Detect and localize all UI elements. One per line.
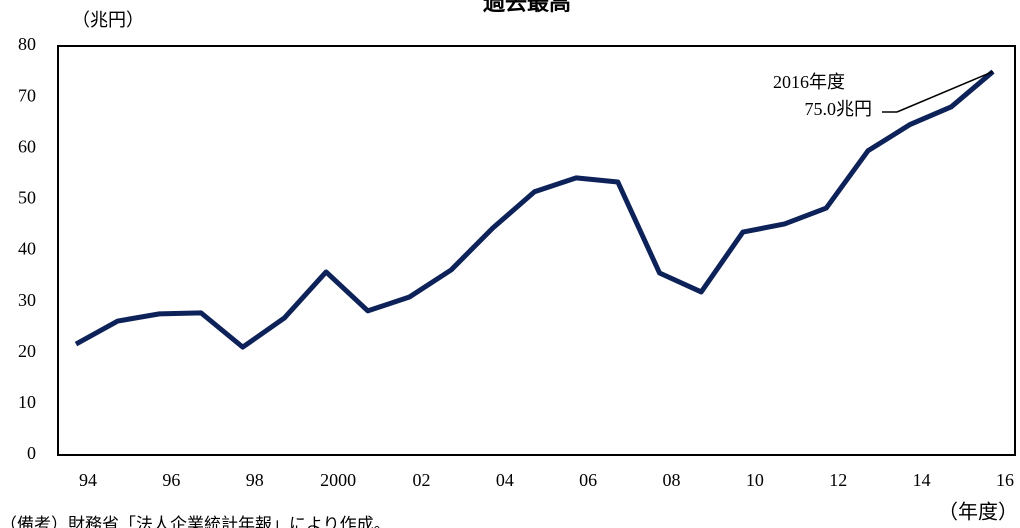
y-tick-label: 40 <box>18 239 36 259</box>
y-tick-label: 30 <box>18 290 36 310</box>
x-tick-label: 14 <box>913 470 931 490</box>
x-tick-label: 16 <box>996 470 1014 490</box>
y-tick-label: 50 <box>18 188 36 208</box>
y-tick-label: 70 <box>18 85 36 105</box>
x-tick-label: 2000 <box>320 470 356 490</box>
y-tick-label: 60 <box>18 136 36 156</box>
x-tick-label: 04 <box>496 470 514 490</box>
x-tick-label: 10 <box>746 470 764 490</box>
x-tick-label: 08 <box>663 470 681 490</box>
y-tick-label: 10 <box>18 392 36 412</box>
y-tick-label: 20 <box>18 341 36 361</box>
annotation: 2016年度 <box>773 72 845 92</box>
annotation: 75.0兆円 <box>805 99 873 119</box>
x-tick-label: 02 <box>412 470 430 490</box>
y-tick-label: 80 <box>18 34 36 54</box>
x-tick-label: 12 <box>829 470 847 490</box>
y-tick-label: 0 <box>27 443 36 463</box>
x-tick-label: 96 <box>162 470 180 490</box>
leader-line <box>896 70 994 113</box>
x-axis-label: （年度） <box>938 501 1018 524</box>
x-tick-label: 94 <box>79 470 97 490</box>
y-axis-label: （兆円） <box>72 10 144 30</box>
line <box>74 69 995 350</box>
x-tick-label: 98 <box>246 470 264 490</box>
chart-title: 過去最高 <box>483 0 571 16</box>
x-tick-label: 06 <box>579 470 597 490</box>
note: （備考）財務省「法人企業統計年報」により作成。 <box>0 515 391 528</box>
